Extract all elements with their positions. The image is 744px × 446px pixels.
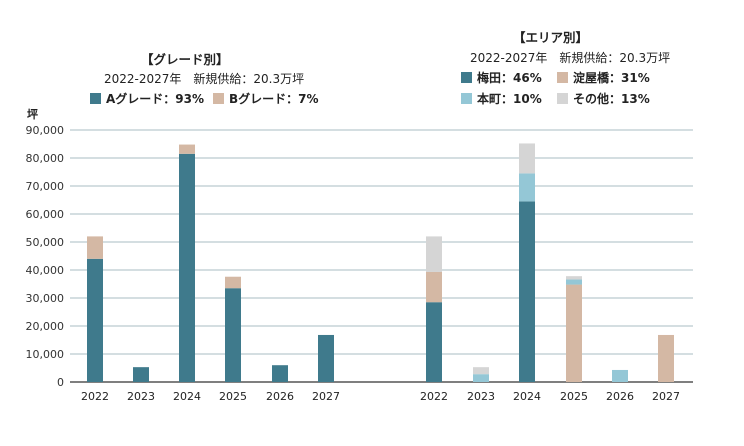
grade-x-tick-label: 2027 (312, 390, 340, 403)
legend-swatch-umeda (461, 72, 472, 83)
grade-x-tick-label: 2026 (266, 390, 294, 403)
grade-bar-segment (133, 367, 149, 382)
area-bar-segment (519, 201, 535, 382)
legend-swatch-yodoyabashi (557, 72, 568, 83)
grade-bar-segment (225, 288, 241, 382)
area-bar-segment (566, 279, 582, 285)
area-x-tick-label: 2025 (560, 390, 588, 403)
area-bar-segment (612, 369, 628, 382)
legend-label-yodoyabashi: 淀屋橋：31% (573, 71, 650, 85)
y-tick-label: 30,000 (26, 292, 65, 305)
area-bar-segment (519, 143, 535, 174)
area-panel-subtitle: 2022-2027年 新規供給：20.3万坪 (470, 51, 671, 65)
area-x-tick-label: 2022 (420, 390, 448, 403)
area-x-tick-label: 2027 (652, 390, 680, 403)
area-bar-segment (426, 271, 442, 303)
grade-x-tick-label: 2025 (219, 390, 247, 403)
area-bar-segment (519, 173, 535, 202)
grade-x-tick-label: 2023 (127, 390, 155, 403)
legend-item-other: その他：13% (557, 90, 650, 107)
y-tick-label: 40,000 (26, 264, 65, 277)
area-bar-segment (473, 367, 489, 375)
grade-x-tick-label: 2022 (81, 390, 109, 403)
y-tick-label: 80,000 (26, 152, 65, 165)
legend-label-a-grade: Aグレード：93% (106, 92, 205, 106)
y-axis-unit-label: 坪 (27, 108, 38, 121)
grade-panel-subtitle: 2022-2027年 新規供給：20.3万坪 (104, 72, 305, 86)
y-tick-label: 20,000 (26, 320, 65, 333)
area-x-tick-label: 2024 (513, 390, 541, 403)
legend-item-umeda: 梅田：46% (461, 69, 542, 86)
area-bar-segment (426, 236, 442, 272)
legend-swatch-a-grade (90, 93, 101, 104)
y-tick-label: 70,000 (26, 180, 65, 193)
area-bar-segment (566, 276, 582, 280)
area-x-tick-label: 2026 (606, 390, 634, 403)
area-x-tick-label: 2023 (467, 390, 495, 403)
legend-label-honmachi: 本町：10% (477, 92, 542, 106)
grade-bar-segment (87, 258, 103, 382)
legend-swatch-b-grade (213, 93, 224, 104)
area-bar-segment (566, 284, 582, 382)
legend-swatch-other (557, 93, 568, 104)
grade-bar-segment (272, 365, 288, 382)
legend-swatch-honmachi (461, 93, 472, 104)
grade-x-tick-label: 2024 (173, 390, 201, 403)
grade-panel-title: 【グレード別】 (141, 52, 229, 67)
legend-item-yodoyabashi: 淀屋橋：31% (557, 69, 650, 86)
legend-item-a-grade: Aグレード：93% (90, 90, 204, 107)
legend-label-b-grade: Bグレード：7% (229, 92, 319, 106)
area-bar-segment (473, 374, 489, 382)
legend-item-b-grade: Bグレード：7% (213, 90, 319, 107)
area-panel-title: 【エリア別】 (513, 30, 589, 45)
grade-bar-segment (179, 144, 195, 154)
legend-item-honmachi: 本町：10% (461, 90, 542, 107)
y-tick-label: 0 (57, 376, 64, 389)
legend-label-umeda: 梅田：46% (477, 71, 542, 85)
legend-label-other: その他：13% (573, 92, 650, 106)
y-tick-label: 90,000 (26, 124, 65, 137)
grade-bar-segment (225, 276, 241, 289)
y-tick-label: 60,000 (26, 208, 65, 221)
area-bar-segment (658, 334, 674, 382)
y-tick-label: 50,000 (26, 236, 65, 249)
grade-bar-segment (179, 153, 195, 382)
area-bar-segment (426, 302, 442, 382)
grade-bar-segment (87, 236, 103, 259)
grade-bar-segment (318, 334, 334, 382)
y-tick-label: 10,000 (26, 348, 65, 361)
